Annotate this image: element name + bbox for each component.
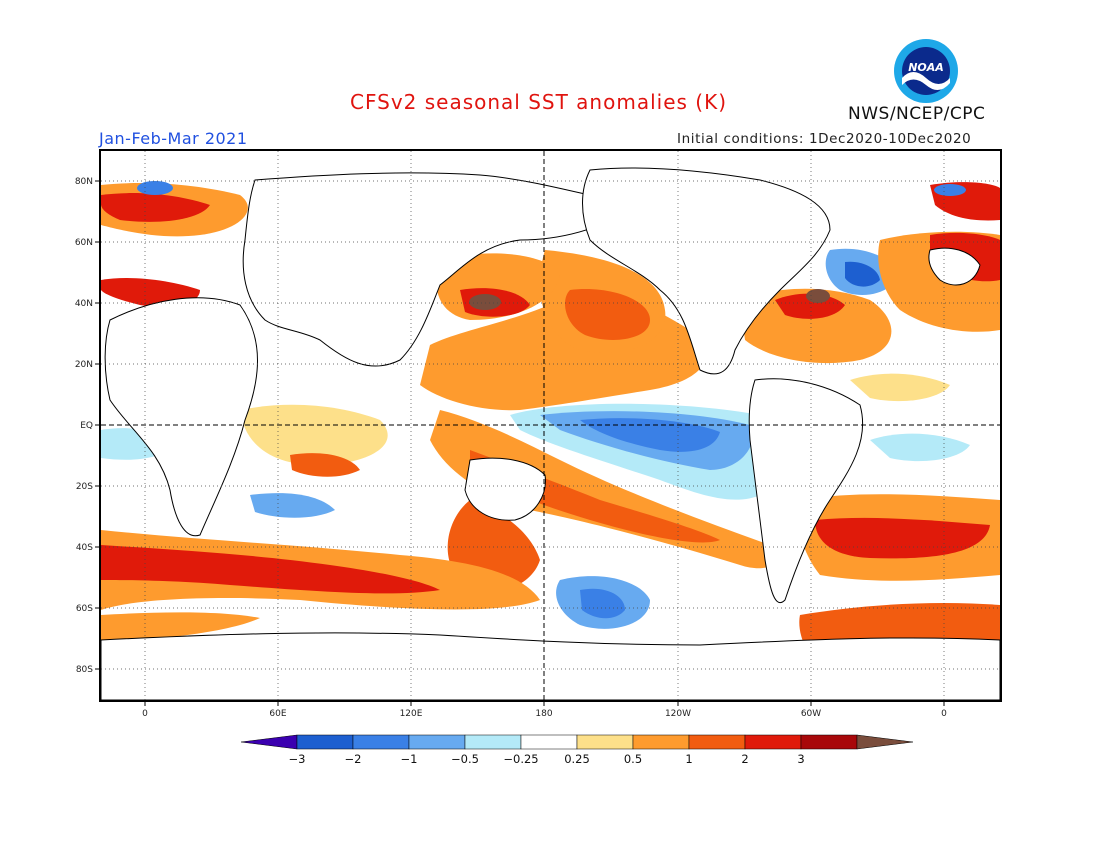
colorbar-arrow-low xyxy=(240,734,298,750)
lat-label-40s: 40S xyxy=(76,543,93,553)
lat-label-80s: 80S xyxy=(76,665,93,675)
colorbar-label: −0.25 xyxy=(503,752,538,766)
colorbar-label: −0.5 xyxy=(451,752,479,766)
lat-label-60n: 60N xyxy=(75,238,93,248)
colorbar-swatch xyxy=(464,734,522,750)
lon-label-180: 180 xyxy=(535,709,552,719)
colorbar-label: 3 xyxy=(797,752,804,766)
initial-conditions: Initial conditions: 1Dec2020-10Dec2020 xyxy=(677,131,972,147)
colorbar-swatch xyxy=(800,734,858,750)
lon-label-60w: 60W xyxy=(801,709,821,719)
lat-label-60s: 60S xyxy=(76,604,93,614)
colorbar-label: 1 xyxy=(685,752,692,766)
lat-label-20s: 20S xyxy=(76,482,93,492)
colorbar-swatch xyxy=(632,734,690,750)
colorbar-swatch xyxy=(688,734,746,750)
colorbar-swatch xyxy=(744,734,802,750)
lon-label-0-right: 0 xyxy=(941,709,947,719)
agency-label: NWS/NCEP/CPC xyxy=(848,104,986,124)
lat-label-eq: EQ xyxy=(80,421,93,431)
land-outline xyxy=(101,167,1000,700)
colorbar-swatch xyxy=(520,734,578,750)
noaa-logo: NOAA xyxy=(894,39,958,103)
tick-marks xyxy=(95,180,945,706)
lat-label-20n: 20N xyxy=(75,360,93,370)
colorbar-label: 2 xyxy=(741,752,748,766)
lon-label-120e: 120E xyxy=(400,709,423,719)
colorbar-label: −2 xyxy=(345,752,362,766)
colorbar-label: −1 xyxy=(401,752,418,766)
colorbar-label: 0.25 xyxy=(564,752,590,766)
colorbar-swatch xyxy=(352,734,410,750)
colorbar-label: 0.5 xyxy=(624,752,642,766)
forecast-period: Jan-Feb-Mar 2021 xyxy=(99,129,248,148)
colorbar-swatch xyxy=(408,734,466,750)
lon-label-0-left: 0 xyxy=(142,709,148,719)
lon-label-120w: 120W xyxy=(665,709,691,719)
lat-label-40n: 40N xyxy=(75,299,93,309)
colorbar-arrow-high xyxy=(856,734,914,750)
lon-label-60e: 60E xyxy=(269,709,286,719)
colorbar: −3 −2 −1 −0.5 −0.25 0.25 0.5 1 2 3 xyxy=(240,734,914,766)
colorbar-label: −3 xyxy=(289,752,306,766)
colorbar-swatch xyxy=(296,734,354,750)
colorbar-swatch xyxy=(576,734,634,750)
map-title: CFSv2 seasonal SST anomalies (K) xyxy=(350,90,727,114)
lat-label-80n: 80N xyxy=(75,177,93,187)
svg-text:NOAA: NOAA xyxy=(908,61,944,74)
